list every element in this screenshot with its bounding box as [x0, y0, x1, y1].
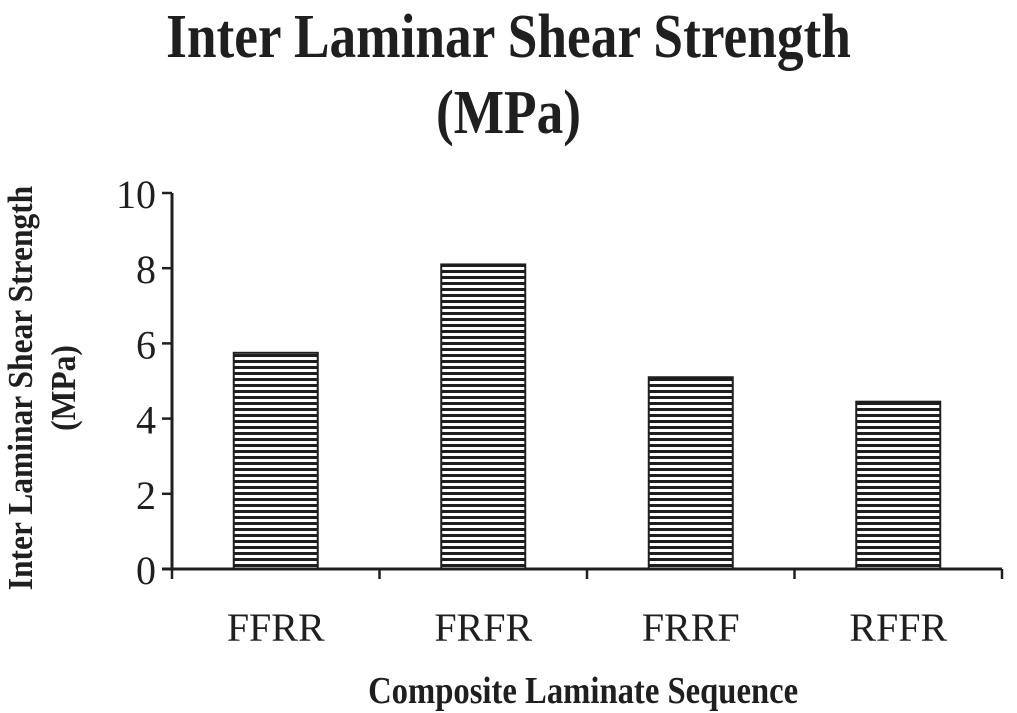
y-tick-label-2: 2 — [136, 473, 156, 518]
bar-frrf — [647, 376, 734, 570]
bar-rffr — [855, 400, 942, 570]
bar-ffrr — [232, 351, 319, 570]
y-axis-label-line-2: (MPa) — [45, 345, 84, 431]
chart-title-line-1: Inter Laminar Shear Strength — [166, 3, 851, 71]
y-tick-label-8: 8 — [136, 247, 156, 292]
y-tick-label-4: 4 — [136, 398, 156, 443]
chart-title-line-2: (MPa) — [435, 79, 582, 147]
y-tick-label-0: 0 — [136, 548, 156, 593]
x-tick-label-ffrr: FFRR — [227, 605, 325, 650]
x-tick-label-rffr: RFFR — [849, 605, 947, 650]
bar-frfr — [440, 263, 527, 570]
y-tick-label-10: 10 — [116, 172, 156, 217]
x-tick-label-frfr: FRFR — [434, 605, 532, 650]
x-tick-label-frrf: FRRF — [642, 605, 740, 650]
y-tick-label-6: 6 — [136, 322, 156, 367]
y-axis-label-line-1: Inter Laminar Shear Strength — [2, 186, 41, 590]
x-axis-label: Composite Laminate Sequence — [368, 669, 798, 712]
